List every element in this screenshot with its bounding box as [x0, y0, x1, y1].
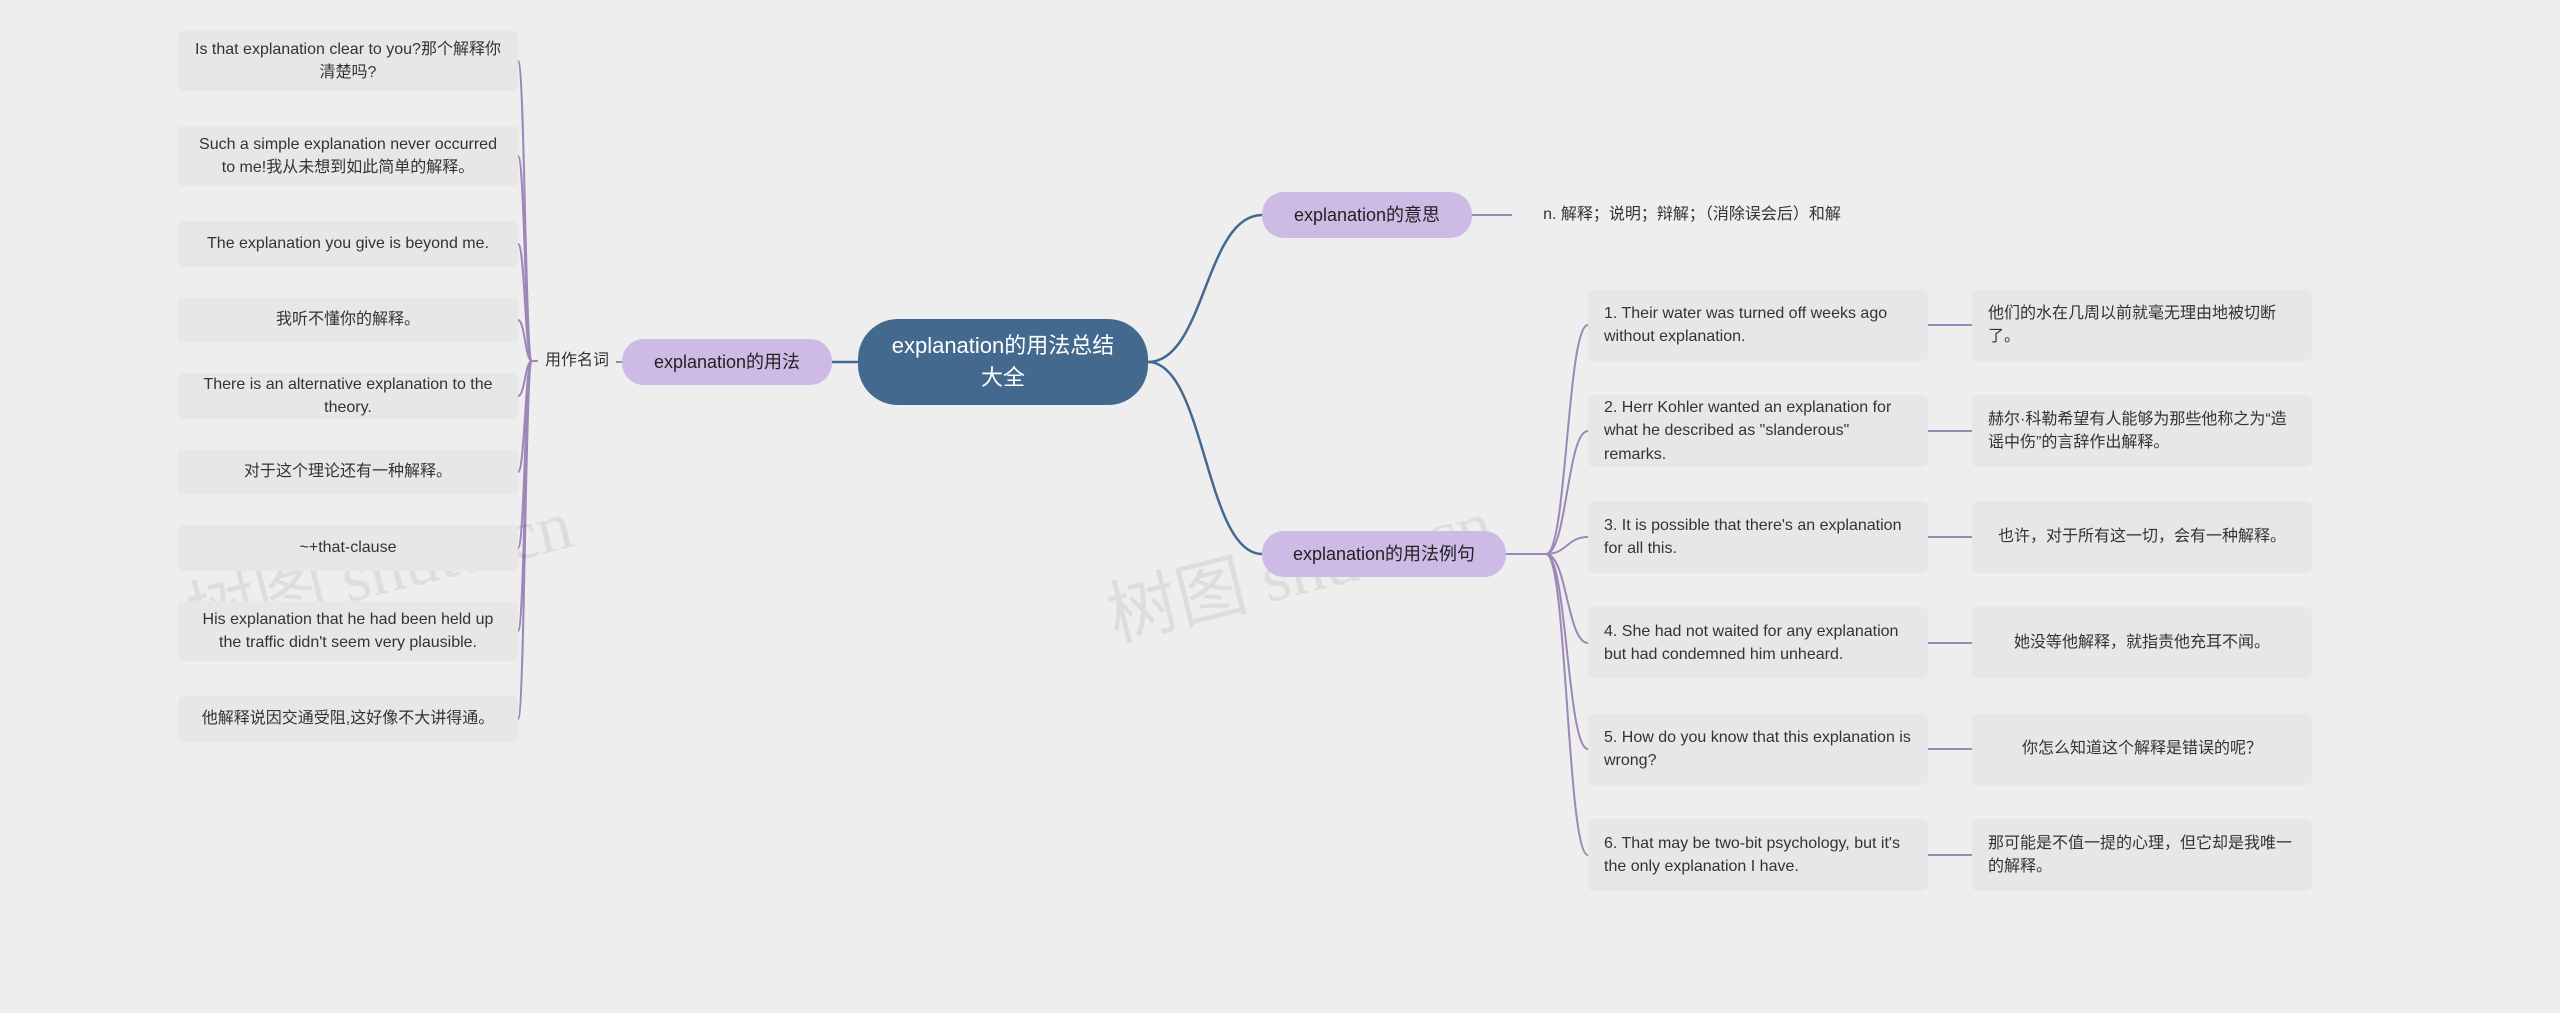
example-en: 6. That may be two-bit psychology, but i… [1588, 819, 1928, 891]
example-zh: 那可能是不值一提的心理，但它却是我唯一的解释。 [1972, 819, 2312, 891]
usage-item: Is that explanation clear to you?那个解释你清楚… [178, 31, 518, 91]
example-zh: 赫尔·科勒希望有人能够为那些他称之为“造谣中伤”的言辞作出解释。 [1972, 395, 2312, 467]
example-en: 1. Their water was turned off weeks ago … [1588, 289, 1928, 361]
usage-item: ~+that-clause [178, 525, 518, 571]
usage-item: 他解释说因交通受阻,这好像不大讲得通。 [178, 696, 518, 742]
branch-usage: explanation的用法 [622, 339, 832, 385]
example-zh: 你怎么知道这个解释是错误的呢？ [1972, 713, 2312, 785]
usage-item: His explanation that he had been held up… [178, 601, 518, 661]
example-en: 3. It is possible that there's an explan… [1588, 501, 1928, 573]
meaning-definition: n. 解释；说明；辩解；（消除误会后）和解 [1512, 200, 1872, 230]
usage-item: 我听不懂你的解释。 [178, 297, 518, 343]
usage-item: Such a simple explanation never occurred… [178, 126, 518, 186]
branch-examples: explanation的用法例句 [1262, 531, 1506, 577]
root-node: explanation的用法总结大全 [858, 319, 1148, 405]
usage-item: The explanation you give is beyond me. [178, 221, 518, 267]
example-en: 4. She had not waited for any explanatio… [1588, 607, 1928, 679]
branch-meaning: explanation的意思 [1262, 192, 1472, 238]
example-zh: 他们的水在几周以前就毫无理由地被切断了。 [1972, 289, 2312, 361]
usage-link-label: 用作名词 [538, 346, 616, 376]
usage-item: 对于这个理论还有一种解释。 [178, 449, 518, 495]
example-en: 5. How do you know that this explanation… [1588, 713, 1928, 785]
example-zh: 也许，对于所有这一切，会有一种解释。 [1972, 501, 2312, 573]
example-zh: 她没等他解释，就指责他充耳不闻。 [1972, 607, 2312, 679]
example-en: 2. Herr Kohler wanted an explanation for… [1588, 395, 1928, 467]
usage-item: There is an alternative explanation to t… [178, 373, 518, 419]
